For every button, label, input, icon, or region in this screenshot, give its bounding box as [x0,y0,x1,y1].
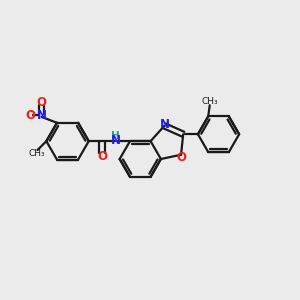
Text: CH₃: CH₃ [29,149,46,158]
Text: N: N [160,118,170,131]
Text: O: O [97,150,107,163]
Text: O: O [177,151,187,164]
Text: -: - [30,106,34,116]
Text: N: N [110,134,121,147]
Text: O: O [37,96,46,109]
Text: H: H [111,131,120,141]
Text: O: O [26,109,35,122]
Text: CH₃: CH₃ [202,97,219,106]
Text: N: N [37,109,46,122]
